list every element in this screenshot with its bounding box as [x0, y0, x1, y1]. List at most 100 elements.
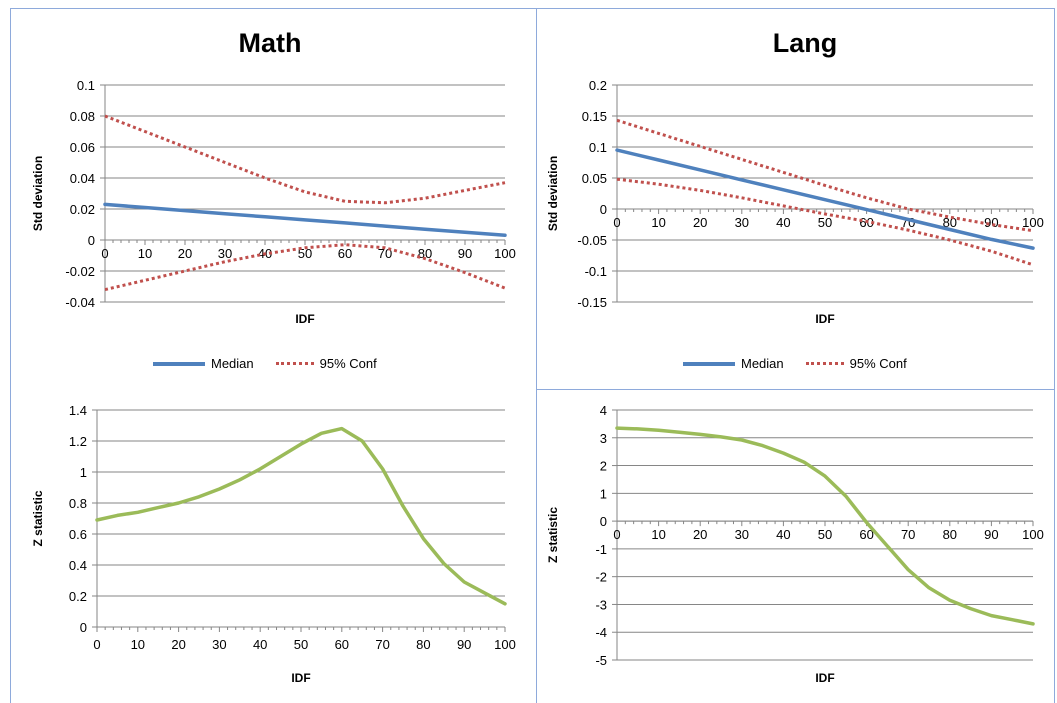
x-tick-label: 30 [735, 527, 749, 542]
math-std-chart: 0.10.080.060.040.020-0.02-0.040 10 20 30 40 5… [31, 78, 516, 326]
y-tick-label: 0.1 [589, 140, 607, 155]
conf-line-2 [616, 177, 1034, 267]
conf-swatch [805, 362, 844, 365]
legend-item-conf: 95% Conf [805, 356, 907, 371]
x-axis-title: IDF [815, 312, 834, 326]
y-tick-label: 0.05 [582, 171, 607, 186]
x-tick-label: 20 [693, 527, 707, 542]
x-tick-label: 50 [294, 637, 308, 652]
y-tick-label: 0 [80, 620, 87, 635]
y-tick-label: -0.04 [65, 295, 95, 310]
zstat-line [95, 426, 507, 606]
math-chart-title: Math [238, 28, 302, 58]
y-tick-label: -2 [595, 570, 607, 585]
x-tick-label: 70 [375, 637, 389, 652]
x-tick-label: 60 [335, 637, 349, 652]
x-tick-label: 0 [93, 637, 100, 652]
x-axis-title: IDF [815, 671, 834, 685]
x-tick-label: 40 [776, 215, 790, 230]
y-tick-label: 1.2 [69, 434, 87, 449]
y-tick-label: 0.06 [70, 140, 95, 155]
y-tick-label: 0 [88, 233, 95, 248]
x-tick-label: 60 [859, 527, 873, 542]
conf-line-1 [616, 118, 1034, 233]
y-tick-label: 0 [600, 202, 607, 217]
y-tick-label: -0.02 [65, 264, 95, 279]
y-tick-label: -4 [595, 625, 607, 640]
y-tick-label: 0.2 [69, 589, 87, 604]
x-tick-label: 10 [138, 246, 152, 261]
x-tick-label: 20 [693, 215, 707, 230]
x-tick-label: 40 [253, 637, 267, 652]
y-tick-label: 0.08 [70, 109, 95, 124]
y-tick-label: 0.8 [69, 496, 87, 511]
y-tick-label: -0.05 [577, 233, 607, 248]
lower-left-panel-border [10, 389, 11, 703]
median-swatch [153, 361, 205, 366]
y-tick-label: 2 [600, 459, 607, 474]
x-tick-label: 30 [218, 246, 232, 261]
x-tick-label: 30 [212, 637, 226, 652]
y-tick-label: 1.4 [69, 403, 87, 418]
x-tick-label: 90 [457, 637, 471, 652]
lang-chart-title: Lang [772, 28, 838, 58]
y-tick-label: 0.6 [69, 527, 87, 542]
y-tick-label: -1 [595, 542, 607, 557]
x-tick-label: 0 [613, 527, 620, 542]
y-tick-label: 0.1 [77, 78, 95, 93]
y-axis-title: Std deviation [31, 156, 45, 231]
legend-item-conf: 95% Conf [275, 356, 377, 371]
y-tick-label: 4 [600, 403, 607, 418]
lang-legend: Median 95% Conf [683, 356, 929, 371]
x-tick-label: 80 [418, 246, 432, 261]
y-tick-label: 0.02 [70, 202, 95, 217]
y-tick-label: -0.15 [577, 295, 607, 310]
x-tick-label: 100 [1022, 215, 1044, 230]
x-tick-label: 50 [818, 527, 832, 542]
conf-swatch [275, 362, 314, 365]
legend-item-median: Median [153, 356, 254, 371]
y-tick-label: 0.15 [582, 109, 607, 124]
y-tick-label: 1 [80, 465, 87, 480]
conf-line-2 [104, 243, 506, 292]
y-tick-label: 1 [600, 486, 607, 501]
x-tick-label: 100 [494, 637, 516, 652]
legend-label: Median [741, 356, 784, 371]
x-axis-title: IDF [295, 312, 314, 326]
y-tick-label: -0.1 [585, 264, 607, 279]
y-tick-label: 0.4 [69, 558, 87, 573]
x-tick-label: 80 [416, 637, 430, 652]
x-tick-label: 10 [131, 637, 145, 652]
lang-std-chart: 0.2 0.15 0.1 0.05 0 -0.05 -0.1 -0.15 0 10 20 30 40 50… [546, 78, 1044, 326]
y-tick-label: 0 [600, 514, 607, 529]
x-tick-label: 10 [651, 215, 665, 230]
x-tick-label: 10 [651, 527, 665, 542]
lang-panel-border [536, 8, 1055, 390]
math-panel-border [10, 8, 537, 390]
x-tick-label: 80 [943, 527, 957, 542]
x-tick-label: 50 [818, 215, 832, 230]
legend-item-median: Median [683, 356, 784, 371]
median-line [103, 202, 507, 238]
x-tick-label: 100 [494, 246, 516, 261]
legend-label: 95% Conf [319, 356, 377, 371]
legend-label: 95% Conf [849, 356, 907, 371]
x-axis-title: IDF [291, 671, 310, 685]
median-line [615, 148, 1035, 250]
x-tick-label: 90 [984, 215, 998, 230]
x-tick-label: 70 [901, 527, 915, 542]
y-axis-title: Std deviation [546, 156, 560, 231]
legend-label: Median [211, 356, 254, 371]
y-tick-label: 0.04 [70, 171, 95, 186]
x-tick-label: 30 [735, 215, 749, 230]
y-tick-label: -5 [595, 653, 607, 668]
math-z-chart: 1.4 1.2 1 0.8 0.6 0.4 0.2 00 10 20 30 40 50 60 70 80 90 1… [31, 403, 516, 685]
y-tick-label: -3 [595, 597, 607, 612]
x-tick-label: 20 [178, 246, 192, 261]
y-axis-title: Z statistic [546, 507, 560, 563]
conf-line-1 [104, 114, 506, 205]
x-tick-label: 100 [1022, 527, 1044, 542]
lower-right-panel-border [1054, 389, 1055, 703]
